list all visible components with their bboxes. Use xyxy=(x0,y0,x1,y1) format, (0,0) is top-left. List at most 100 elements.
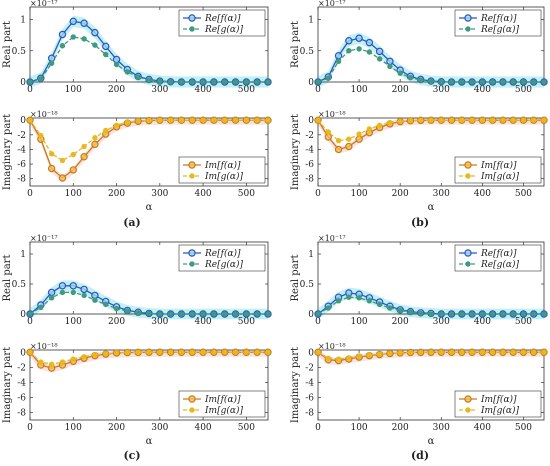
data-point xyxy=(103,127,109,134)
data-point xyxy=(157,78,163,85)
x-tick-label: 500 xyxy=(238,423,255,433)
legend: Im[f(α)]Im[g(α)] xyxy=(178,390,266,418)
x-tick-label: 300 xyxy=(151,423,168,433)
y-tick-label: 0 xyxy=(308,116,314,126)
data-point xyxy=(397,307,403,314)
data-point xyxy=(469,311,475,317)
legend-marker xyxy=(188,249,196,257)
data-point xyxy=(325,305,331,311)
data-point xyxy=(81,143,87,150)
data-point xyxy=(356,353,362,360)
data-point xyxy=(211,117,217,123)
data-point xyxy=(438,79,444,85)
y-axis-label: Real part xyxy=(2,255,13,302)
data-point xyxy=(335,356,342,362)
data-point xyxy=(500,349,506,355)
x-tick-label: 400 xyxy=(194,85,211,95)
data-point xyxy=(92,352,98,358)
data-point xyxy=(58,174,67,182)
data-point xyxy=(222,311,228,317)
x-tick-label: 500 xyxy=(238,317,255,327)
data-point xyxy=(479,311,486,317)
x-tick-label: 200 xyxy=(108,317,125,327)
data-point xyxy=(113,61,120,68)
data-point xyxy=(200,311,206,317)
data-point xyxy=(38,304,44,311)
x-tick-label: 0 xyxy=(27,189,33,199)
series-line xyxy=(29,351,268,365)
data-point xyxy=(315,117,321,123)
legend-marker xyxy=(464,161,472,169)
data-point xyxy=(325,75,331,81)
data-point xyxy=(356,295,362,301)
data-point xyxy=(243,311,250,317)
data-point xyxy=(92,297,98,303)
data-point xyxy=(335,58,342,65)
data-point xyxy=(541,117,547,123)
x-tick-label: 100 xyxy=(350,317,367,327)
data-point xyxy=(500,311,506,317)
uncertainty-band xyxy=(30,117,268,183)
x-tick-label: 500 xyxy=(515,423,532,433)
legend-marker xyxy=(188,14,196,22)
data-point xyxy=(345,142,353,151)
legend-entry: Re[f(α)] xyxy=(204,13,241,24)
x-tick-label: 400 xyxy=(194,423,211,433)
data-point xyxy=(428,311,434,317)
legend-entry: Im[f(α)] xyxy=(480,160,517,171)
x-tick-label: 200 xyxy=(108,189,125,199)
axis-exponent: ×10⁻¹⁷ xyxy=(30,0,58,8)
x-tick-label: 100 xyxy=(350,85,367,95)
data-point xyxy=(335,137,342,144)
x-tick-label: 0 xyxy=(27,317,33,327)
data-point xyxy=(124,308,131,314)
data-point xyxy=(58,30,67,39)
x-tick-label: 0 xyxy=(27,85,33,95)
data-point xyxy=(407,349,414,356)
data-point xyxy=(325,129,331,135)
x-tick-label: 500 xyxy=(515,189,532,199)
data-point xyxy=(448,311,455,317)
data-point xyxy=(387,63,393,70)
data-point xyxy=(541,311,547,317)
data-point xyxy=(92,135,98,141)
data-point xyxy=(376,56,383,62)
y-tick-label: -6 xyxy=(305,160,314,170)
data-point xyxy=(387,350,393,357)
x-tick-label: 100 xyxy=(65,85,82,95)
data-point xyxy=(407,309,414,315)
data-point xyxy=(222,79,228,85)
series-line xyxy=(317,48,544,83)
y-tick-label: 0.5 xyxy=(300,47,315,57)
y-tick-label: 0 xyxy=(308,78,314,88)
axis-exponent: ×10⁻¹⁸ xyxy=(318,342,346,351)
data-point xyxy=(38,132,44,139)
data-point xyxy=(189,349,195,355)
subplot-a-real: 0 100 200 300 400 500 0 0.5 1 ×10⁻¹⁷ Real part Re[f… xyxy=(2,0,272,95)
legend: Im[f(α)]Im[g(α)] xyxy=(454,390,542,418)
y-tick-label: -2 xyxy=(17,363,26,373)
data-point xyxy=(178,79,185,85)
y-tick-label: -2 xyxy=(305,131,314,141)
data-point xyxy=(232,311,239,317)
data-point xyxy=(70,289,76,296)
x-tick-label: 0 xyxy=(315,85,321,95)
data-point xyxy=(489,349,496,355)
x-tick-label: 300 xyxy=(151,317,168,327)
data-point xyxy=(324,133,332,141)
legend: Re[f(α)]Re[g(α)] xyxy=(454,9,542,37)
data-point xyxy=(27,349,33,355)
data-point xyxy=(146,310,152,317)
y-tick-label: -8 xyxy=(17,175,26,185)
panel-label-b: (b) xyxy=(411,216,429,229)
panel-label-a: (a) xyxy=(123,216,141,229)
data-point xyxy=(243,79,250,85)
y-tick-label: 0 xyxy=(20,78,26,88)
x-tick-label: 500 xyxy=(238,189,255,199)
data-point xyxy=(211,349,217,355)
data-point xyxy=(469,349,475,355)
data-point xyxy=(146,77,152,83)
data-point xyxy=(135,118,141,124)
data-point xyxy=(479,79,486,85)
legend-marker xyxy=(189,407,195,413)
